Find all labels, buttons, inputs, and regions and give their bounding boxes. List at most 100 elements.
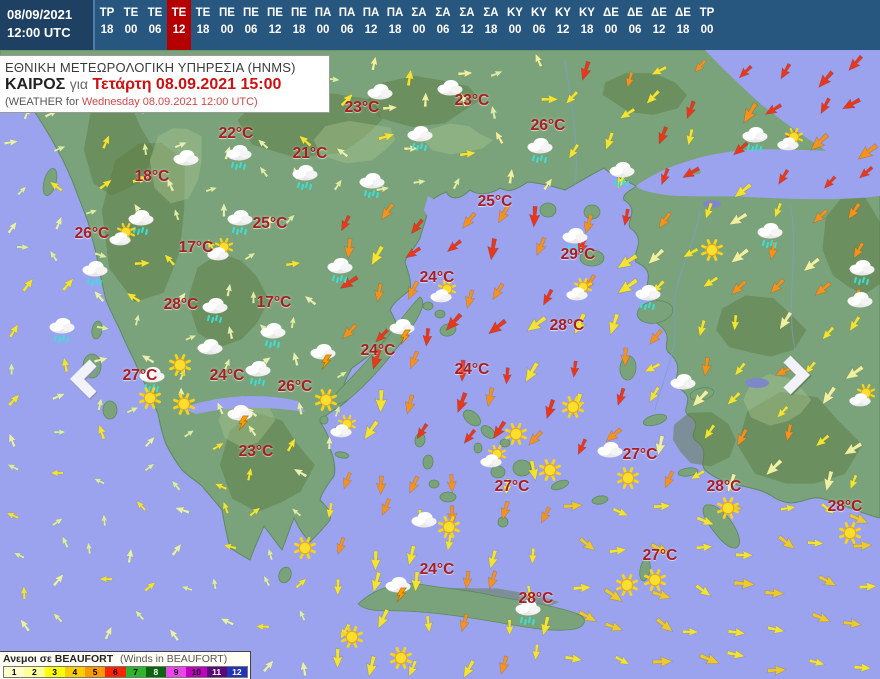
timestep-ΚΥ-00[interactable]: ΚΥ 00 — [507, 7, 523, 36]
wind-arrow-icon — [609, 546, 627, 556]
wind-arrow-icon — [167, 178, 175, 192]
timestep-ΠΕ-18[interactable]: ΠΕ 18 — [291, 7, 307, 36]
timestep-ΠΑ-12[interactable]: ΠΑ 12 — [362, 7, 380, 36]
wind-arrow-icon — [686, 128, 696, 146]
wind-arrow-icon — [50, 469, 64, 477]
rain-drops-icon — [614, 179, 629, 187]
cloud-icon — [670, 374, 696, 390]
wind-arrow-icon — [295, 578, 307, 589]
wind-arrow-icon — [8, 432, 17, 448]
temperature-label: 24°C — [419, 561, 455, 578]
wind-arrow-icon — [733, 577, 756, 590]
river — [564, 59, 577, 186]
cloud-icon — [367, 84, 393, 100]
wind-arrow-icon — [174, 142, 188, 149]
chalkidiki-gulf — [452, 202, 461, 232]
wind-arrow-icon — [649, 386, 661, 403]
sun-weather-icon — [169, 354, 191, 376]
sun-weather-icon — [390, 647, 412, 669]
sun-icon — [390, 647, 412, 669]
wind-arrow-icon — [409, 475, 420, 494]
timestep-ΔΕ-00[interactable]: ΔΕ 00 — [603, 7, 619, 36]
cloud-icon — [207, 247, 229, 261]
rain-drops-icon — [412, 143, 427, 151]
wind-arrow-icon — [580, 60, 592, 81]
cloud-icon — [597, 442, 623, 458]
temperature-label: 21°C — [292, 145, 328, 162]
cloud-icon — [226, 145, 252, 161]
timestep-ΤΡ-00[interactable]: ΤΡ 00 — [699, 7, 715, 36]
wind-arrow-icon — [407, 280, 420, 300]
timestep-ΤΡ-18[interactable]: ΤΡ 18 — [99, 7, 115, 36]
temperature-label: 27°C — [622, 446, 658, 463]
beaufort-legend: Ανεμοι σε BEAUFORT (Winds in BEAUFORT) 1… — [0, 651, 251, 679]
wind-arrow-icon — [682, 247, 699, 258]
rain-weather-icon — [82, 261, 108, 286]
rain-drops-icon — [250, 378, 265, 386]
timestep-ΠΑ-18[interactable]: ΠΑ 18 — [386, 7, 404, 36]
wind-arrow-icon — [96, 324, 110, 332]
timestep-ΤΕ-18[interactable]: ΤΕ 18 — [195, 7, 211, 36]
timestep-ΣΑ-06[interactable]: ΣΑ 06 — [435, 7, 451, 36]
timestep-ΠΕ-06[interactable]: ΠΕ 06 — [243, 7, 259, 36]
wind-arrow-icon — [286, 437, 296, 453]
timestep-ΔΕ-06[interactable]: ΔΕ 06 — [627, 7, 643, 36]
timestep-ΣΑ-00[interactable]: ΣΑ 00 — [411, 7, 427, 36]
wind-arrow-icon — [382, 104, 398, 113]
island — [434, 309, 446, 319]
wind-arrow-icon — [784, 423, 794, 442]
service-name: ΕΘΝΙΚΗ ΜΕΤΕΩΡΟΛΟΓΙΚΗ ΥΠΗΡΕΣΙΑ (HNMS) — [5, 60, 296, 75]
wind-arrow-icon — [339, 275, 359, 289]
wind-arrow-icon — [375, 475, 387, 496]
temperature-label: 28°C — [706, 478, 742, 495]
temperature-label: 28°C — [518, 590, 554, 607]
cloud-icon — [407, 126, 433, 142]
timestep-ΣΑ-18[interactable]: ΣΑ 18 — [483, 7, 499, 36]
wind-arrow-icon — [462, 211, 477, 229]
wind-arrow-icon — [743, 102, 758, 124]
chevron-left-icon — [69, 359, 98, 400]
wind-arrow-icon — [304, 295, 317, 306]
sun-weather-icon — [562, 396, 584, 418]
timestep-ΔΕ-18[interactable]: ΔΕ 18 — [675, 7, 691, 36]
wind-arrow-icon — [332, 648, 344, 669]
timestep-ΚΥ-06[interactable]: ΚΥ 06 — [531, 7, 547, 36]
timestep-ΚΥ-18[interactable]: ΚΥ 18 — [579, 7, 595, 36]
timestep-ΠΑ-00[interactable]: ΠΑ 00 — [314, 7, 332, 36]
timestep-ΠΑ-06[interactable]: ΠΑ 06 — [338, 7, 356, 36]
wind-arrow-icon — [446, 239, 463, 252]
timestep-ΠΕ-00[interactable]: ΠΕ 00 — [219, 7, 235, 36]
timestep-ΣΑ-12[interactable]: ΣΑ 12 — [459, 7, 475, 36]
wind-arrow-icon — [285, 214, 295, 225]
next-timestep-button[interactable] — [776, 352, 816, 400]
wind-arrow-icon — [526, 315, 548, 332]
sun-weather-icon — [616, 574, 638, 596]
timestep-ΤΕ-00[interactable]: ΤΕ 00 — [123, 7, 139, 36]
rain-weather-icon — [226, 145, 252, 170]
timestep-ΔΕ-12[interactable]: ΔΕ 12 — [651, 7, 667, 36]
wind-arrow-icon — [291, 508, 302, 517]
timestep-ΚΥ-12[interactable]: ΚΥ 12 — [555, 7, 571, 36]
wind-arrow-icon — [61, 356, 70, 373]
cloud-icon — [437, 80, 463, 96]
rain-drops-icon — [54, 335, 69, 343]
timestep-ΤΕ-06[interactable]: ΤΕ 06 — [147, 7, 163, 36]
wind-arrow-icon — [814, 281, 832, 296]
wind-arrow-icon — [730, 247, 750, 264]
sun-weather-icon — [173, 393, 195, 415]
wind-arrow-icon — [848, 512, 869, 524]
timestep-ΠΕ-12[interactable]: ΠΕ 12 — [267, 7, 283, 36]
prev-timestep-button[interactable] — [66, 356, 106, 404]
wind-arrow-icon — [605, 427, 623, 442]
wind-arrow-icon — [577, 438, 588, 456]
cloud-icon — [562, 228, 588, 244]
wind-arrow-icon — [697, 319, 707, 338]
rain-weather-icon — [245, 361, 271, 386]
temperature-label: 17°C — [256, 294, 292, 311]
temperature-label: 23°C — [344, 99, 380, 116]
temperature-label: 28°C — [163, 296, 199, 313]
wind-arrow-icon — [61, 278, 74, 292]
terrain-patch — [716, 295, 807, 357]
timestep-ΤΕ-12[interactable]: ΤΕ 12 — [167, 0, 191, 50]
